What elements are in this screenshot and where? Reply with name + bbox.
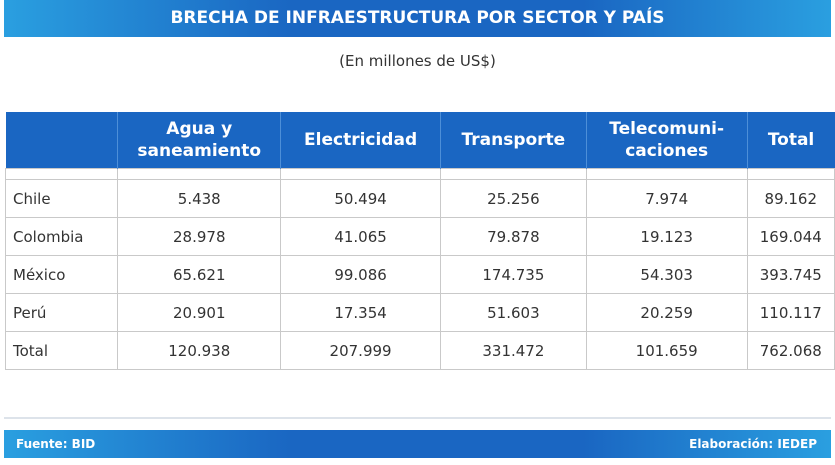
table-row: Chile 5.438 50.494 25.256 7.974 89.162 — [4, 179, 835, 218]
table-cell: 50.494 — [280, 179, 441, 218]
table-cell: 28.978 — [117, 217, 282, 256]
column-header: Agua y saneamiento — [117, 112, 281, 169]
table-row: Perú 20.901 17.354 51.603 20.259 110.117 — [4, 293, 835, 332]
row-label: Total — [4, 331, 119, 370]
table-cell: 101.659 — [585, 331, 748, 370]
table-cell: 65.621 — [117, 255, 282, 294]
table-cell: 762.068 — [746, 331, 835, 370]
table-cell: 7.974 — [585, 179, 748, 218]
table-cell: 51.603 — [439, 293, 587, 332]
row-label: Perú — [4, 293, 119, 332]
title-bar: BRECHA DE INFRAESTRUCTURA POR SECTOR Y P… — [4, 0, 831, 37]
footer-bar: Fuente: BID Elaboración: IEDEP — [4, 430, 831, 458]
table-cell: 17.354 — [280, 293, 441, 332]
row-label: Chile — [4, 179, 119, 218]
table: Agua y saneamiento Electricidad Transporte… — [4, 112, 835, 370]
table-cell: 331.472 — [439, 331, 587, 370]
table-cell: 20.259 — [585, 293, 748, 332]
table-cell: 393.745 — [746, 255, 835, 294]
column-header — [5, 112, 118, 169]
table-cell: 120.938 — [117, 331, 282, 370]
header-row: Agua y saneamiento Electricidad Transporte… — [5, 112, 835, 169]
table-cell: 79.878 — [439, 217, 587, 256]
column-header: Total — [746, 112, 835, 169]
spacer-cell — [439, 168, 587, 180]
column-header: Telecomuni- caciones — [585, 112, 748, 169]
table-row: México 65.621 99.086 174.735 54.303 393.745 — [4, 255, 835, 294]
spacer-cell — [585, 168, 748, 180]
table-row: Total 120.938 207.999 331.472 101.659 762.068 — [4, 331, 835, 370]
table-cell: 41.065 — [280, 217, 441, 256]
table-cell: 89.162 — [746, 179, 835, 218]
table-row: Colombia 28.978 41.065 79.878 19.123 169.044 — [4, 217, 835, 256]
source: Fuente: BID — [16, 437, 96, 451]
table-cell: 99.086 — [280, 255, 441, 294]
spacer-cell — [280, 168, 441, 180]
subtitle: (En millones de US$) — [339, 52, 496, 70]
spacer-row — [4, 168, 835, 180]
divider — [4, 417, 831, 419]
row-label: México — [4, 255, 119, 294]
table-cell: 19.123 — [585, 217, 748, 256]
row-label: Colombia — [4, 217, 119, 256]
table-cell: 5.438 — [117, 179, 282, 218]
table-cell: 207.999 — [280, 331, 441, 370]
table-cell: 20.901 — [117, 293, 282, 332]
column-header: Transporte — [439, 112, 587, 169]
table-cell: 25.256 — [439, 179, 587, 218]
credit: Elaboración: IEDEP — [689, 437, 817, 451]
table-cell: 174.735 — [439, 255, 587, 294]
spacer-cell — [117, 168, 282, 180]
column-header: Electricidad — [280, 112, 441, 169]
spacer-cell — [4, 168, 119, 180]
table-cell: 110.117 — [746, 293, 835, 332]
spacer-cell — [746, 168, 835, 180]
table-cell: 169.044 — [746, 217, 835, 256]
table-cell: 54.303 — [585, 255, 748, 294]
